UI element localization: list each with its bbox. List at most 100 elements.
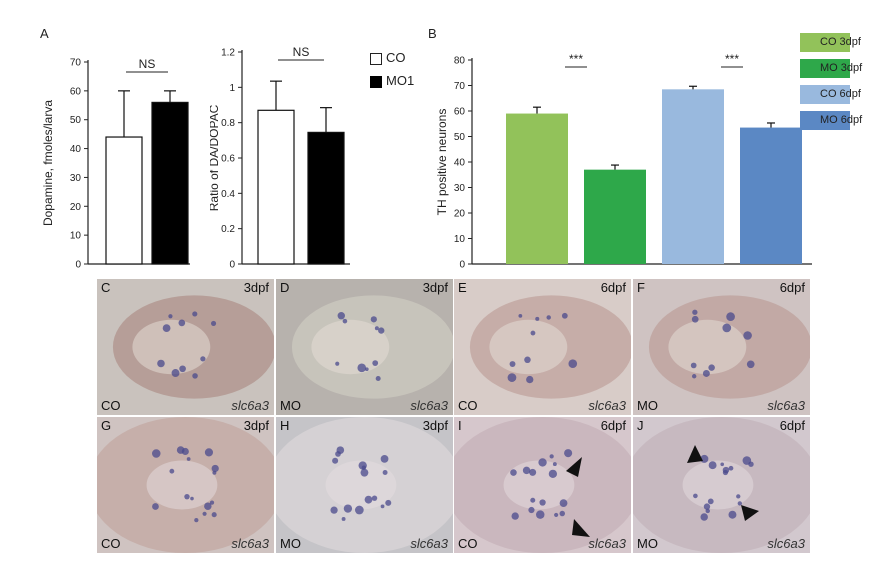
y-axis-label: TH positive neurons (435, 109, 449, 216)
y-axis-label: Dopamine, fmoles/larva (41, 100, 55, 226)
y-tick-label: 0 (75, 260, 81, 271)
panel-letter: E (458, 280, 467, 295)
y-tick-label: 10 (70, 231, 82, 242)
y-tick-label: 0.4 (221, 189, 235, 200)
legend-label-mo-6dpf: MO 6dpf (820, 114, 863, 126)
stage-label: 6dpf (600, 280, 626, 295)
y-tick-label: 30 (70, 173, 82, 184)
y-tick-label: 20 (70, 202, 82, 213)
in-situ-image (97, 417, 274, 553)
significance-label: NS (139, 57, 156, 71)
bar-co-3dpf (506, 113, 568, 264)
y-tick-label: 50 (454, 132, 466, 143)
chart-th-neurons: 0 10 20 30 40 50 60 70 80 TH positive neurons *** *… (435, 52, 812, 271)
panel-letter: C (101, 280, 111, 295)
y-tick-label: 1.2 (221, 48, 235, 59)
panel-label-a: A (40, 26, 49, 41)
y-tick-label: 0.8 (221, 118, 235, 129)
in-situ-image (633, 417, 810, 553)
bar-mo-6dpf (740, 127, 802, 264)
panel-letter: H (280, 418, 290, 433)
y-tick-label: 20 (454, 209, 466, 220)
photo-panel-j: J 6dpf MO slc6a3 (633, 417, 810, 553)
condition-label: CO (101, 398, 121, 413)
photo-panel-i: I 6dpf CO slc6a3 (454, 417, 631, 553)
gene-label: slc6a3 (588, 398, 626, 413)
y-tick-label: 30 (454, 183, 466, 194)
y-tick-label: 40 (70, 144, 82, 155)
gene-label: slc6a3 (588, 536, 626, 551)
y-tick-label: 0 (459, 260, 465, 271)
panel-letter: I (458, 418, 462, 433)
panel-letter: F (637, 280, 645, 295)
y-tick-label: 60 (70, 86, 82, 97)
in-situ-image (291, 295, 453, 399)
gene-label: slc6a3 (410, 536, 448, 551)
condition-label: MO (280, 536, 301, 551)
y-axis-label: Ratio of DA/DOPAC (210, 104, 221, 211)
gene-label: slc6a3 (231, 536, 269, 551)
legend-label-mo-3dpf: MO 3dpf (820, 62, 863, 74)
photo-panel-h: H 3dpf MO slc6a3 (276, 417, 453, 553)
legend-b: CO 3dpf MO 3dpf CO 6dpf MO 6dpf (800, 33, 882, 133)
bar-co-6dpf (662, 89, 724, 264)
stage-label: 3dpf (243, 280, 269, 295)
photo-panel-d: D 3dpf MO slc6a3 (276, 279, 453, 415)
significance-label: *** (569, 52, 583, 66)
stage-label: 6dpf (779, 280, 805, 295)
chart-da-dopac-ratio: 0 0.2 0.4 0.6 0.8 1 1.2 Ratio of DA/DOPAC NS (210, 45, 350, 271)
photo-panel-g: G 3dpf CO slc6a3 (97, 417, 274, 553)
arrowhead-icon (741, 505, 759, 521)
panel-label-b: B (428, 26, 437, 41)
condition-label: CO (458, 398, 478, 413)
photo-panel-c: C 3dpf CO slc6a3 (97, 279, 274, 415)
in-situ-image (469, 295, 631, 399)
legend-label-co-6dpf: CO 6dpf (820, 88, 861, 100)
legend-label-mo1: MO1 (386, 73, 415, 88)
legend-swatch-co-3dpf (800, 33, 850, 52)
legend-swatch-co (370, 53, 382, 65)
y-tick-label: 60 (454, 107, 466, 118)
legend-swatch-mo-3dpf (800, 59, 850, 78)
stage-label: 3dpf (422, 418, 448, 433)
gene-label: slc6a3 (410, 398, 448, 413)
gene-label: slc6a3 (767, 398, 805, 413)
panel-letter: D (280, 280, 290, 295)
y-tick-label: 80 (454, 56, 466, 67)
condition-label: MO (280, 398, 301, 413)
y-tick-label: 70 (70, 58, 82, 69)
panel-letter: J (637, 418, 644, 433)
stage-label: 3dpf (243, 418, 269, 433)
y-tick-label: 10 (454, 234, 466, 245)
in-situ-image (112, 295, 274, 399)
y-tick-label: 0.6 (221, 154, 235, 165)
stage-label: 3dpf (422, 280, 448, 295)
legend-swatch-mo-6dpf (800, 111, 850, 130)
bar-mo-3dpf (584, 169, 646, 264)
y-tick-label: 0.2 (221, 224, 235, 235)
legend-label-co: CO (386, 50, 406, 65)
chart-dopamine: 0 10 20 30 40 50 60 70 Dopamine, fmoles/larva NS (41, 57, 190, 271)
panel-letter: G (101, 418, 112, 433)
arrowhead-icon (566, 457, 582, 477)
condition-label: CO (101, 536, 121, 551)
condition-label: MO (637, 536, 658, 551)
photo-panel-e: E 6dpf CO slc6a3 (454, 279, 631, 415)
legend-label-co-3dpf: CO 3dpf (820, 36, 861, 48)
stage-label: 6dpf (779, 418, 805, 433)
legend-swatch-mo1 (370, 76, 382, 88)
condition-label: CO (458, 536, 478, 551)
arrowhead-icon (687, 445, 703, 463)
y-tick-label: 40 (454, 158, 466, 169)
gene-label: slc6a3 (767, 536, 805, 551)
gene-label: slc6a3 (231, 398, 269, 413)
y-tick-label: 50 (70, 115, 82, 126)
in-situ-image (276, 417, 453, 553)
arrowhead-icon (572, 519, 590, 537)
significance-label: NS (293, 45, 310, 59)
photo-panel-f: F 6dpf MO slc6a3 (633, 279, 810, 415)
significance-label: *** (725, 52, 739, 66)
in-situ-image (648, 295, 810, 399)
y-tick-label: 0 (229, 260, 235, 271)
condition-label: MO (637, 398, 658, 413)
